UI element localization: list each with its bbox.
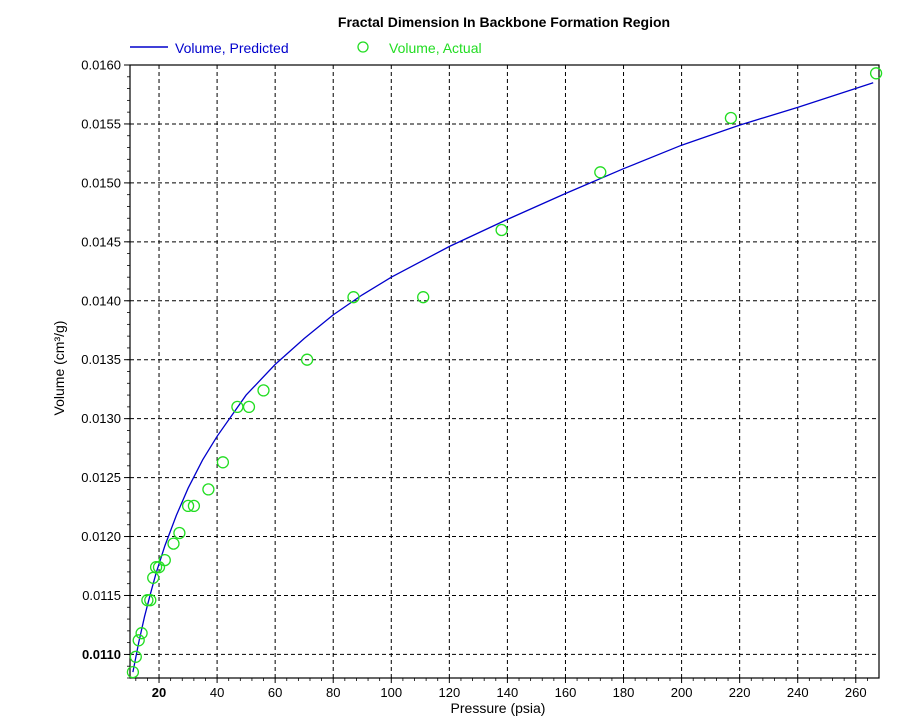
actual-data-point <box>181 499 195 513</box>
actual-data-point <box>242 400 256 414</box>
legend-marker-swatch <box>357 41 369 53</box>
actual-data-point <box>187 499 201 513</box>
x-tick-label: 220 <box>729 685 751 700</box>
x-tick-label: 200 <box>671 685 693 700</box>
x-tick-label: 260 <box>845 685 867 700</box>
legend-label-predicted: Volume, Predicted <box>175 40 289 56</box>
legend: Volume, Predicted Volume, Actual <box>130 40 482 56</box>
legend-label-actual: Volume, Actual <box>389 40 482 56</box>
actual-data-point <box>149 561 163 574</box>
y-tick-label: 0.0145 <box>81 234 121 249</box>
actual-data-point <box>869 67 883 80</box>
predicted-line <box>132 82 874 673</box>
x-tick-label: 160 <box>555 685 577 700</box>
actual-data-point <box>417 291 430 304</box>
predicted-series <box>132 82 874 673</box>
actual-data-point <box>347 291 360 304</box>
y-tick-label: 0.0125 <box>81 470 121 485</box>
actual-data-point <box>724 111 738 125</box>
x-tick-label: 20 <box>152 685 166 700</box>
x-tick-label: 40 <box>210 685 224 700</box>
actual-data-point <box>173 526 186 540</box>
actual-data-point <box>126 665 140 679</box>
actual-data-point <box>257 384 270 397</box>
x-tick-label: 60 <box>268 685 282 700</box>
y-tick-label: 0.0135 <box>81 352 121 367</box>
y-tick-label: 0.0155 <box>81 116 121 131</box>
y-axis-label: Volume (cm³/g) <box>51 321 67 416</box>
y-tick-label: 0.0110 <box>82 647 121 662</box>
x-tick-label: 120 <box>438 685 460 700</box>
actual-data-point <box>158 553 171 567</box>
x-axis-label: Pressure (psia) <box>451 700 546 716</box>
actual-data-point <box>132 634 145 647</box>
actual-data-point <box>594 166 607 179</box>
x-tick-label: 80 <box>326 685 340 700</box>
y-tick-label: 0.0120 <box>81 529 121 544</box>
x-axis-ticks: 20 40 60 80 100 120 140 160 180 200 220 240 260 <box>135 678 868 700</box>
grid <box>130 64 879 678</box>
plot-frame <box>129 64 880 679</box>
actual-data-point <box>202 483 215 496</box>
y-tick-label: 0.0150 <box>81 175 121 190</box>
x-tick-label: 140 <box>497 685 519 700</box>
x-tick-label: 180 <box>613 685 635 700</box>
actual-data-point <box>495 223 508 237</box>
x-tick-label: 240 <box>787 685 809 700</box>
actual-data-point <box>167 537 180 550</box>
y-tick-label: 0.0115 <box>82 588 121 603</box>
axes <box>129 64 880 679</box>
actual-data-point <box>216 456 230 469</box>
chart-title: Fractal Dimension In Backbone Formation … <box>338 14 670 30</box>
x-tick-label: 100 <box>380 685 402 700</box>
y-tick-label: 0.0160 <box>81 58 121 73</box>
y-axis-ticks: 0.0110 0.0115 0.0120 0.0125 0.0130 0.0135 0.01… <box>81 58 130 679</box>
actual-data-point <box>144 594 157 607</box>
actual-data-point <box>129 650 142 663</box>
actual-data-point <box>141 594 154 607</box>
actual-data-point <box>300 353 314 366</box>
y-tick-label: 0.0140 <box>81 293 121 308</box>
actual-series <box>126 67 883 679</box>
actual-data-point <box>135 627 148 640</box>
y-tick-label: 0.0130 <box>81 411 121 426</box>
